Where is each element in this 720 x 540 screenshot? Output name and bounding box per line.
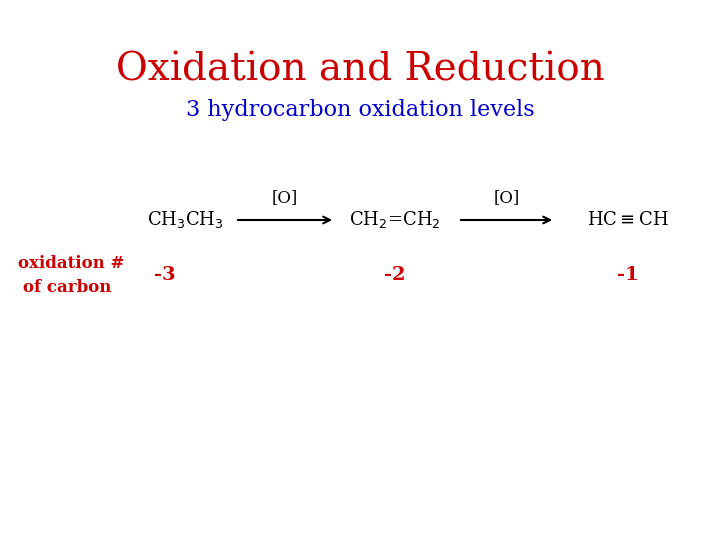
Text: [O]: [O] [493,190,520,206]
Text: of carbon: of carbon [23,279,112,295]
Text: CH$_2$=CH$_2$: CH$_2$=CH$_2$ [349,210,441,231]
Text: 3 hydrocarbon oxidation levels: 3 hydrocarbon oxidation levels [186,99,534,121]
Text: CH$_3$CH$_3$: CH$_3$CH$_3$ [147,210,223,231]
Text: -3: -3 [154,266,176,284]
Text: -2: -2 [384,266,406,284]
Text: -1: -1 [617,266,639,284]
Text: Oxidation and Reduction: Oxidation and Reduction [116,51,604,89]
Text: oxidation #: oxidation # [18,254,125,272]
Text: HC$\equiv$CH: HC$\equiv$CH [587,211,669,229]
Text: [O]: [O] [272,190,298,206]
